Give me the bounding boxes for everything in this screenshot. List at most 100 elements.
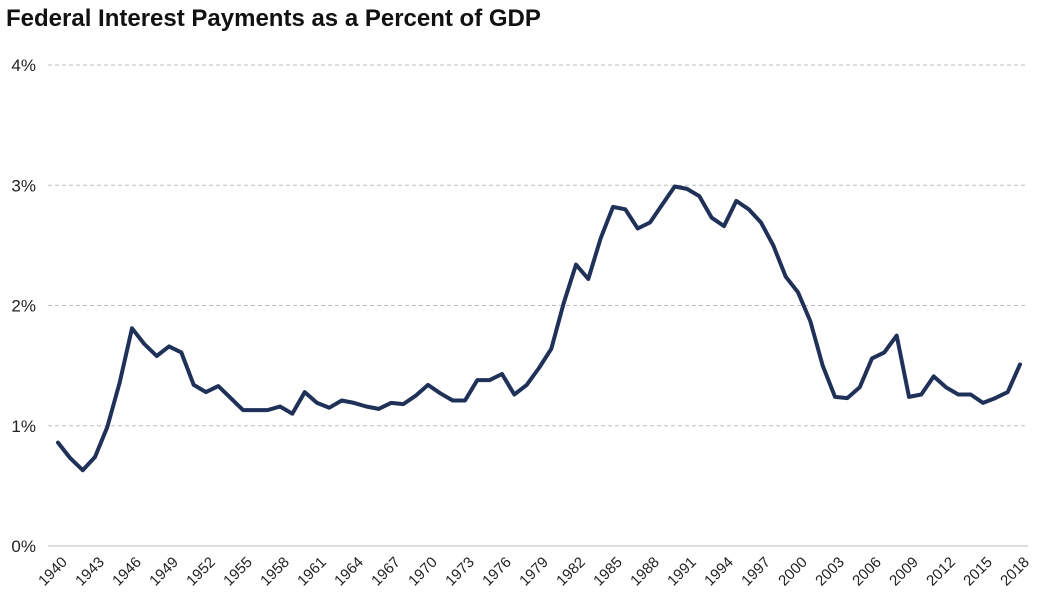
data-point: [500, 372, 504, 376]
data-point: [549, 347, 553, 351]
data-point: [438, 391, 442, 395]
y-tick-label: 4%: [11, 56, 36, 75]
data-point: [179, 350, 183, 354]
x-tick-label: 1949: [146, 554, 182, 590]
data-point: [660, 203, 664, 207]
data-point: [747, 207, 751, 211]
x-tick-label: 1976: [479, 554, 515, 590]
data-point: [771, 243, 775, 247]
gridlines: [48, 64, 1028, 427]
data-point: [364, 405, 368, 409]
data-point: [229, 396, 233, 400]
data-point: [907, 395, 911, 399]
data-point: [81, 468, 85, 472]
data-point: [241, 408, 245, 412]
data-point: [118, 381, 122, 385]
data-point: [525, 383, 529, 387]
x-tick-label: 1961: [294, 554, 330, 590]
x-tick-label: 1970: [405, 554, 441, 590]
x-tick-label: 1946: [109, 554, 145, 590]
data-point: [599, 236, 603, 240]
data-point: [648, 221, 652, 225]
data-point: [1018, 362, 1022, 366]
data-point: [956, 393, 960, 397]
x-tick-label: 1982: [553, 554, 589, 590]
data-point: [303, 390, 307, 394]
data-point: [401, 402, 405, 406]
data-point: [56, 441, 60, 445]
x-tick-label: 1940: [35, 554, 71, 590]
data-point: [475, 378, 479, 382]
data-point: [944, 385, 948, 389]
data-point: [673, 185, 677, 189]
x-tick-label: 1964: [331, 554, 367, 590]
data-point: [93, 455, 97, 459]
data-point: [192, 383, 196, 387]
data-point: [636, 227, 640, 231]
data-point: [845, 396, 849, 400]
x-tick-label: 2015: [960, 554, 996, 590]
x-tick-label: 1958: [257, 554, 293, 590]
data-point: [882, 350, 886, 354]
data-point: [512, 393, 516, 397]
data-point: [722, 224, 726, 228]
data-point: [1006, 390, 1010, 394]
data-point: [537, 366, 541, 370]
x-tick-label: 1994: [701, 554, 737, 590]
x-tick-label: 1991: [664, 554, 700, 590]
data-point: [821, 364, 825, 368]
data-point: [969, 393, 973, 397]
x-tick-label: 2003: [812, 554, 848, 590]
data-point: [697, 194, 701, 198]
y-tick-label: 3%: [11, 176, 36, 195]
data-point: [895, 334, 899, 338]
x-tick-label: 1952: [183, 554, 219, 590]
data-point: [167, 344, 171, 348]
data-point: [155, 354, 159, 358]
x-tick-label: 1967: [368, 554, 404, 590]
x-tick-label: 1943: [72, 554, 108, 590]
data-point: [710, 216, 714, 220]
data-point: [784, 275, 788, 279]
y-tick-label: 2%: [11, 297, 36, 316]
data-point: [993, 396, 997, 400]
data-point: [574, 263, 578, 267]
x-tick-label: 2018: [997, 554, 1033, 590]
data-point: [808, 319, 812, 323]
y-axis-ticks: 0% 1% 2% 3% 4%: [11, 56, 36, 556]
data-point: [623, 207, 627, 211]
x-tick-label: 2000: [775, 554, 811, 590]
series-layer: [56, 184, 1022, 473]
data-point: [414, 394, 418, 398]
data-point: [562, 301, 566, 305]
data-point: [130, 326, 134, 330]
data-point: [266, 408, 270, 412]
data-point: [142, 342, 146, 346]
data-point: [426, 383, 430, 387]
data-point: [105, 425, 109, 429]
x-tick-label: 1988: [627, 554, 663, 590]
x-tick-label: 2009: [886, 554, 922, 590]
data-point: [290, 412, 294, 416]
data-point: [759, 221, 763, 225]
y-tick-label: 1%: [11, 417, 36, 436]
x-tick-label: 1985: [590, 554, 626, 590]
x-axis-ticks: 1940 1943 1946 1949 1952 1955 1958 1961 1964 1967…: [35, 554, 1033, 590]
data-point: [389, 401, 393, 405]
data-point: [734, 199, 738, 203]
y-tick-label: 0%: [11, 537, 36, 556]
data-point: [253, 408, 257, 412]
x-tick-label: 1973: [442, 554, 478, 590]
data-point: [488, 378, 492, 382]
data-point: [278, 405, 282, 409]
data-point: [204, 390, 208, 394]
data-point: [216, 384, 220, 388]
data-point: [981, 401, 985, 405]
x-tick-label: 1997: [738, 554, 774, 590]
x-tick-label: 2012: [923, 554, 959, 590]
data-point: [833, 395, 837, 399]
series-line: [56, 184, 1022, 473]
x-tick-label: 1955: [220, 554, 256, 590]
data-point: [352, 401, 356, 405]
